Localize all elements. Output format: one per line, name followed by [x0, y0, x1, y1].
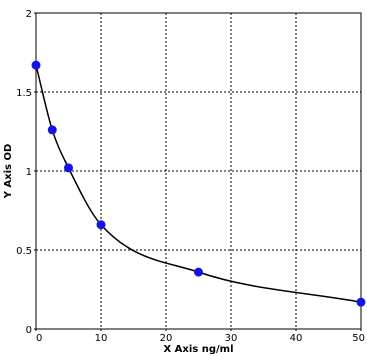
data-point-2: [64, 163, 73, 173]
x-tick-label: 40: [290, 333, 303, 344]
x-tick-label: 50: [352, 333, 365, 344]
y-axis-title: Y Axis OD: [3, 144, 14, 200]
x-tick-label: 10: [95, 333, 108, 344]
data-point-0: [31, 60, 41, 70]
y-tick-label: 1.5: [16, 88, 32, 99]
y-tick-label: 0: [26, 325, 32, 336]
x-axis-title: X Axis ng/ml: [163, 344, 233, 355]
x-tick-labels: 0 10 20 30 40 50: [35, 329, 365, 344]
y-tick-labels: 0 0.5 1 1.5 2: [16, 9, 36, 336]
grid-lines: [36, 13, 361, 329]
data-points: [31, 60, 366, 307]
y-tick-label: 2: [26, 9, 32, 20]
x-tick-label: 20: [160, 333, 173, 344]
fit-curve: [35, 64, 362, 303]
data-point-4: [194, 267, 203, 277]
y-tick-label: 1: [26, 167, 32, 178]
data-point-1: [47, 125, 57, 135]
x-tick-label: 30: [225, 333, 238, 344]
y-tick-label: 0.5: [16, 246, 32, 257]
data-point-3: [96, 220, 106, 230]
x-tick-label: 0: [36, 333, 42, 344]
data-point-5: [356, 297, 366, 307]
